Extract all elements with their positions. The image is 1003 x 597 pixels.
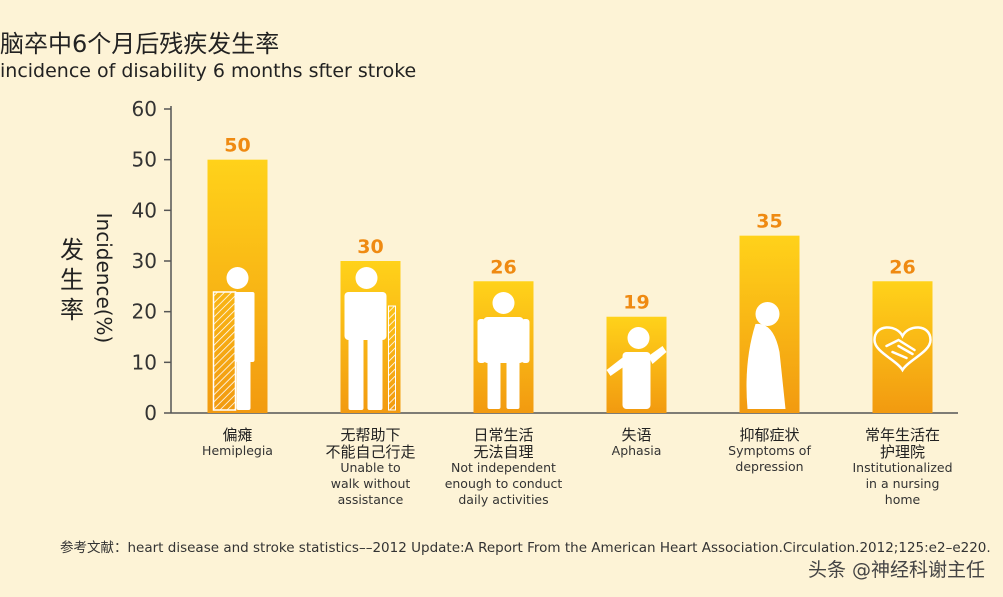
y-axis-title-en: Incidence(%) [92,213,116,344]
y-tick-label: 0 [144,401,157,425]
category-label-zh: 抑郁症状 [739,426,799,444]
icon-head [627,327,650,349]
y-tick-label: 30 [132,249,157,273]
y-tick-label: 20 [132,300,157,324]
icon-leg-right [506,361,520,409]
y-axis-title-zh-char: 发 [60,236,84,264]
icon-arm-left [606,356,631,376]
y-axis-title-zh-char: 生 [60,266,84,294]
category-label-zh: 日常生活 [473,426,533,444]
data-label: 35 [756,211,782,233]
icon-torso [483,317,524,363]
chart-title-en: incidence of disability 6 months sfter s… [0,60,417,82]
category-label-en: enough to conduct [445,476,563,491]
category-label-zh: 常年生活在 [865,426,940,444]
data-label: 50 [224,135,250,157]
data-label: 26 [490,256,516,278]
category-label-en: in a nursing [866,476,940,491]
category-label-en: walk without [331,476,411,491]
data-label: 19 [623,292,649,314]
y-axis-title-zh-char: 率 [60,296,84,324]
icon-leg-right [367,338,383,410]
data-label: 30 [357,236,383,258]
category-label-en: Institutionalized [852,460,952,475]
watermark: 头条 @神经科谢主任 [807,559,985,581]
heart-handshake-icon [873,326,932,373]
y-tick-label: 50 [132,148,157,172]
cane-walker-icon [344,267,396,411]
category-label-en: Symptoms of [728,443,811,458]
icon-body-right [234,292,255,362]
icon-torso [344,292,387,340]
icon-leg-left [348,338,364,410]
category-label-en: Unable to [340,460,400,475]
icon-body-hatched [212,291,237,411]
hemiplegia-figure-icon [212,267,255,411]
category-label-en: Aphasia [612,443,662,458]
category-label-zh: 无帮助下 [340,426,400,444]
icon-head [492,292,515,314]
icon-hands [885,338,916,360]
data-label: 26 [889,256,915,278]
category-label-zh: 护理院 [880,443,925,461]
category-label-en: assistance [338,492,404,507]
icon-leg [236,356,251,410]
icon-arm-left [477,319,486,363]
category-label-en: daily activities [458,492,548,507]
icon-arm-right [648,346,667,364]
icon-leg-left [487,361,501,409]
category-label-zh: 无法自理 [473,443,533,461]
icon-head [755,302,780,326]
icon-heart [873,326,932,373]
category-label-zh: 偏瘫 [222,426,252,444]
y-tick-label: 40 [132,198,157,222]
standing-person-icon [477,292,530,409]
reference-citation: 参考文献：heart disease and stroke statistics… [60,540,991,556]
category-label-en: home [885,492,921,507]
y-axis-title-zh: 发生率 [60,236,84,324]
category-label-zh: 不能自己行走 [325,443,415,461]
depressed-person-icon [746,302,786,409]
icon-head [355,267,378,289]
icon-torso [622,352,651,409]
aphasia-person-icon [606,327,667,409]
category-label-en: Not independent [451,460,556,475]
chart-title-zh: 脑卒中6个月后残疾发生率 [0,30,280,58]
y-tick-label: 10 [132,350,157,374]
icon-cloak [746,323,786,409]
category-label-en: depression [735,459,803,474]
category-label-en: Hemiplegia [202,443,273,458]
icon-head [226,267,249,289]
category-label-zh: 失语 [621,426,651,444]
icon-cane [388,305,396,411]
icon-arm-right [521,319,530,363]
y-tick-label: 60 [132,97,157,121]
